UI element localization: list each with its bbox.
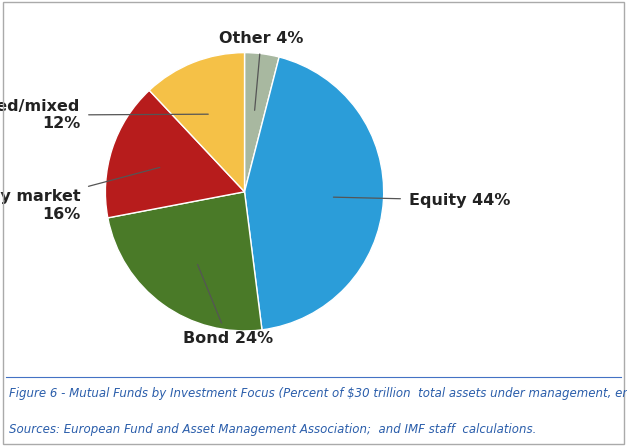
Wedge shape: [105, 91, 245, 218]
Text: Equity 44%: Equity 44%: [334, 193, 510, 208]
Text: Figure 6 - Mutual Funds by Investment Focus (Percent of $30 trillion  total asse: Figure 6 - Mutual Funds by Investment Fo…: [9, 387, 627, 400]
Wedge shape: [245, 53, 279, 192]
Text: Balanced/mixed
12%: Balanced/mixed 12%: [0, 99, 208, 132]
Text: Other 4%: Other 4%: [219, 31, 303, 110]
Text: Money market
16%: Money market 16%: [0, 167, 160, 222]
Wedge shape: [149, 53, 245, 192]
Text: Bond 24%: Bond 24%: [182, 264, 273, 346]
Text: Sources: European Fund and Asset Management Association;  and IMF staff  calcula: Sources: European Fund and Asset Managem…: [9, 423, 537, 436]
Wedge shape: [245, 57, 384, 330]
Wedge shape: [108, 192, 262, 331]
